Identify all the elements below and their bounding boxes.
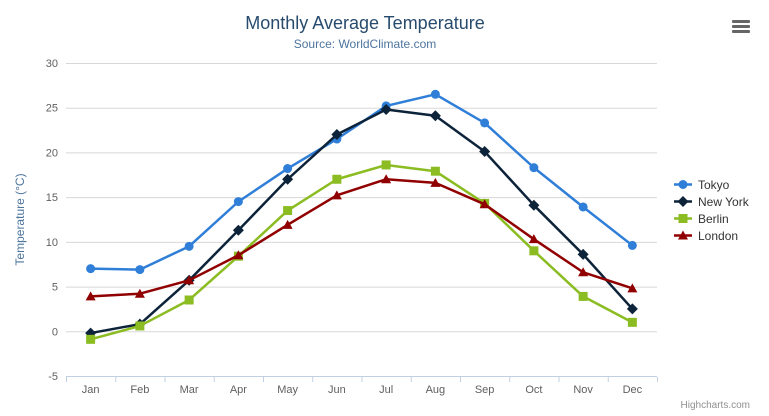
y-axis-tick-label: 25: [46, 103, 58, 115]
chart-subtitle: Source: WorldClimate.com: [293, 37, 437, 51]
legend-symbol-marker[interactable]: [677, 196, 689, 207]
legend-triangle-icon: [674, 230, 692, 240]
axes-and-series: -5 0 5 10 15 20 25 30 Jan Feb Mar Apr May Jun Jul Aug Se…: [46, 58, 658, 396]
series-marker-berlin[interactable]: [627, 317, 637, 327]
x-axis-tick-label: Feb: [130, 384, 149, 396]
series-marker-new-york[interactable]: [282, 173, 294, 185]
series-marker-london[interactable]: [627, 283, 638, 293]
series-marker-tokyo[interactable]: [184, 241, 194, 251]
series-marker-berlin[interactable]: [283, 206, 293, 216]
x-axis-tick-label: Apr: [230, 384, 247, 396]
series-marker-tokyo[interactable]: [430, 89, 440, 99]
x-axis-tick-label: Oct: [525, 384, 542, 396]
series-line-berlin[interactable]: [89, 163, 634, 341]
series-marker-london[interactable]: [331, 190, 342, 200]
series-marker-berlin[interactable]: [332, 174, 342, 184]
series-marker-tokyo[interactable]: [529, 163, 539, 173]
credits-link[interactable]: Highcharts.com: [680, 400, 750, 411]
series-marker-tokyo[interactable]: [480, 118, 490, 128]
series-marker-tokyo[interactable]: [578, 202, 588, 212]
series-marker-berlin[interactable]: [430, 166, 440, 176]
series-marker-new-york[interactable]: [331, 129, 343, 141]
x-axis-tick-label: Nov: [573, 384, 593, 396]
series-marker-berlin[interactable]: [381, 160, 391, 170]
x-axis-tick-label: Mar: [180, 384, 199, 396]
legend-label: London: [698, 228, 739, 243]
hamburger-icon-bar: [732, 25, 750, 28]
x-axis-tick-label: Dec: [623, 384, 643, 396]
series-line-tokyo[interactable]: [89, 93, 634, 271]
chart-title: Monthly Average Temperature: [245, 13, 485, 33]
legend-item-london[interactable]: London: [674, 227, 749, 244]
legend-item-new-york[interactable]: New York: [674, 193, 749, 210]
series-marker-tokyo[interactable]: [86, 264, 96, 274]
series-marker-new-york[interactable]: [528, 199, 540, 211]
y-axis-title: Temperature (°C): [13, 173, 27, 265]
y-axis-tick-label: -5: [48, 371, 58, 383]
series-marker-tokyo[interactable]: [283, 164, 293, 174]
series-marker-berlin[interactable]: [86, 334, 96, 344]
series-marker-tokyo[interactable]: [233, 197, 243, 207]
series-marker-london[interactable]: [578, 267, 589, 277]
x-axis-tick-label: Jan: [82, 384, 100, 396]
series-marker-new-york[interactable]: [626, 303, 638, 315]
series-marker-london[interactable]: [430, 177, 441, 187]
series-marker-london[interactable]: [184, 275, 195, 285]
hamburger-icon-bar: [732, 20, 750, 23]
series-marker-london[interactable]: [134, 288, 145, 298]
series-marker-london[interactable]: [282, 219, 293, 229]
series-marker-tokyo[interactable]: [627, 240, 637, 250]
legend-square-icon: [674, 214, 692, 223]
legend-circle-icon: [674, 180, 692, 189]
legend-label: Berlin: [698, 211, 729, 226]
x-axis-tick-label: Jul: [379, 384, 393, 396]
x-axis-tick-label: Sep: [475, 384, 495, 396]
legend-symbol-marker[interactable]: [678, 230, 688, 240]
series-marker-london[interactable]: [381, 174, 392, 184]
series-marker-london[interactable]: [528, 234, 539, 244]
hamburger-icon-bar: [732, 30, 750, 33]
series-marker-berlin[interactable]: [135, 321, 145, 331]
series-marker-new-york[interactable]: [577, 248, 589, 260]
legend-symbol-marker[interactable]: [678, 214, 688, 223]
series-marker-london[interactable]: [85, 291, 96, 301]
legend-symbol-marker[interactable]: [678, 180, 688, 189]
series-marker-new-york[interactable]: [479, 146, 491, 158]
legend: Tokyo New York Berlin London: [674, 176, 749, 244]
series-line-new-york[interactable]: [89, 108, 634, 335]
x-axis-tick-label: May: [277, 384, 298, 396]
y-axis-tick-label: 15: [46, 192, 58, 204]
series-line-london[interactable]: [89, 178, 634, 298]
series-marker-london[interactable]: [233, 250, 244, 260]
series-marker-berlin[interactable]: [578, 291, 588, 301]
legend-item-tokyo[interactable]: Tokyo: [674, 176, 749, 193]
series-marker-london[interactable]: [479, 199, 490, 209]
series-marker-berlin[interactable]: [184, 295, 194, 305]
legend-item-berlin[interactable]: Berlin: [674, 210, 749, 227]
series-marker-berlin[interactable]: [529, 246, 539, 256]
legend-label: Tokyo: [698, 177, 730, 192]
x-axis-tick-label: Aug: [426, 384, 446, 396]
series-marker-new-york[interactable]: [380, 104, 392, 116]
x-axis-tick-label: Jun: [328, 384, 346, 396]
series-marker-new-york[interactable]: [232, 224, 244, 236]
y-axis-tick-label: 20: [46, 147, 58, 159]
y-axis-tick-label: 10: [46, 237, 58, 249]
series-marker-tokyo[interactable]: [135, 265, 145, 275]
y-axis-tick-label: 30: [46, 58, 58, 70]
y-axis-tick-label: 0: [52, 326, 58, 338]
context-menu-button[interactable]: [732, 20, 750, 33]
y-axis-tick-label: 5: [52, 282, 58, 294]
legend-label: New York: [698, 194, 749, 209]
series-marker-new-york[interactable]: [429, 110, 441, 122]
legend-diamond-icon: [674, 196, 692, 207]
